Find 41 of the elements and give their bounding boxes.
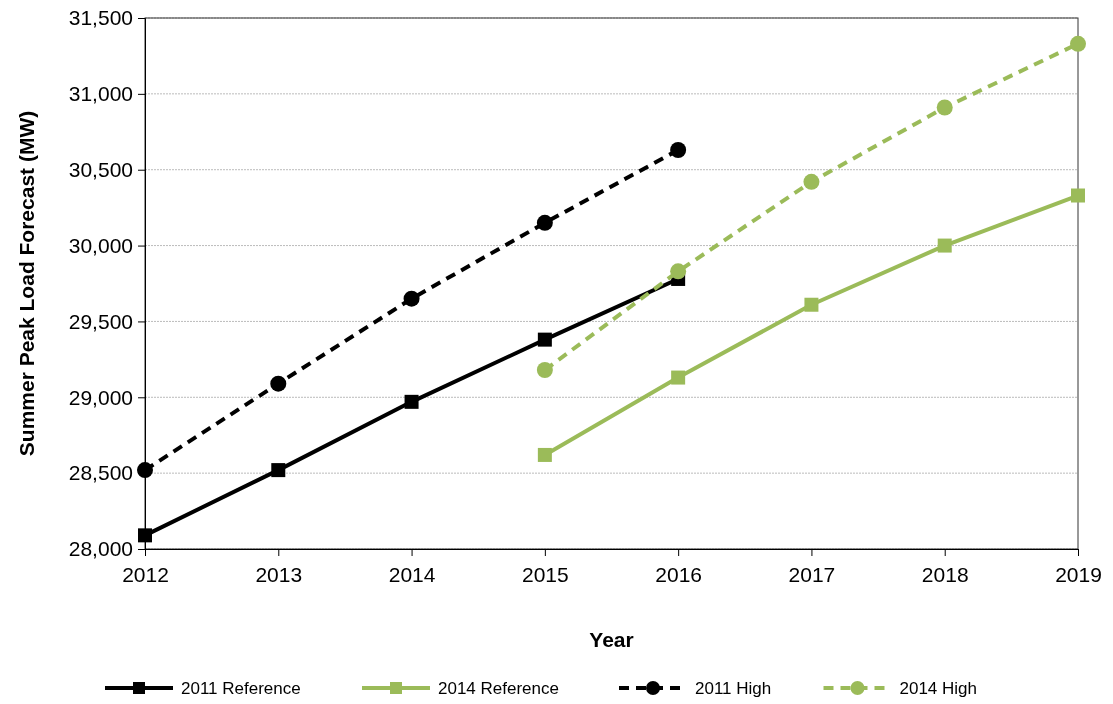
- point: [270, 375, 287, 392]
- x-tick-label: 2015: [522, 563, 569, 587]
- point: [804, 297, 819, 312]
- y-tick-label: 29,000: [68, 385, 133, 409]
- y-tick-label: 29,500: [68, 309, 133, 333]
- point: [936, 99, 953, 116]
- y-axis-title: Summer Peak Load Forecast (MW): [15, 110, 38, 457]
- point: [537, 332, 552, 347]
- point: [1071, 188, 1085, 203]
- x-tick-label: 2017: [788, 563, 836, 587]
- point: [670, 141, 687, 158]
- y-tick-label: 30,500: [68, 157, 133, 181]
- legend-label: 2011 Reference: [181, 679, 301, 698]
- x-tick-label: 2018: [921, 563, 969, 587]
- x-tick-label: 2012: [122, 563, 169, 587]
- y-tick-label: 31,500: [68, 6, 133, 30]
- x-tick-label: 2014: [388, 563, 436, 587]
- point: [271, 463, 286, 478]
- legend-label: 2014 Reference: [438, 679, 559, 698]
- x-tick-label: 2016: [655, 563, 702, 587]
- x-tick-label: 2013: [255, 563, 303, 587]
- x-axis-title: Year: [589, 628, 634, 651]
- point: [1070, 35, 1086, 52]
- point: [671, 370, 686, 385]
- y-tick-label: 28,500: [68, 461, 133, 485]
- y-tick-label: 28,000: [68, 537, 133, 561]
- point: [536, 361, 553, 378]
- point: [937, 238, 952, 253]
- legend-label: 2011 High: [695, 679, 772, 698]
- point: [536, 214, 553, 231]
- point: [670, 263, 687, 280]
- point: [537, 447, 552, 462]
- point: [137, 462, 153, 479]
- y-tick-label: 31,000: [68, 82, 133, 106]
- point: [403, 290, 420, 307]
- point: [138, 528, 152, 543]
- x-tick-label: 2019: [1055, 563, 1102, 587]
- legend-label: 2014 High: [899, 679, 978, 698]
- y-tick-label: 30,000: [68, 233, 133, 257]
- point: [404, 394, 419, 409]
- point: [803, 173, 820, 190]
